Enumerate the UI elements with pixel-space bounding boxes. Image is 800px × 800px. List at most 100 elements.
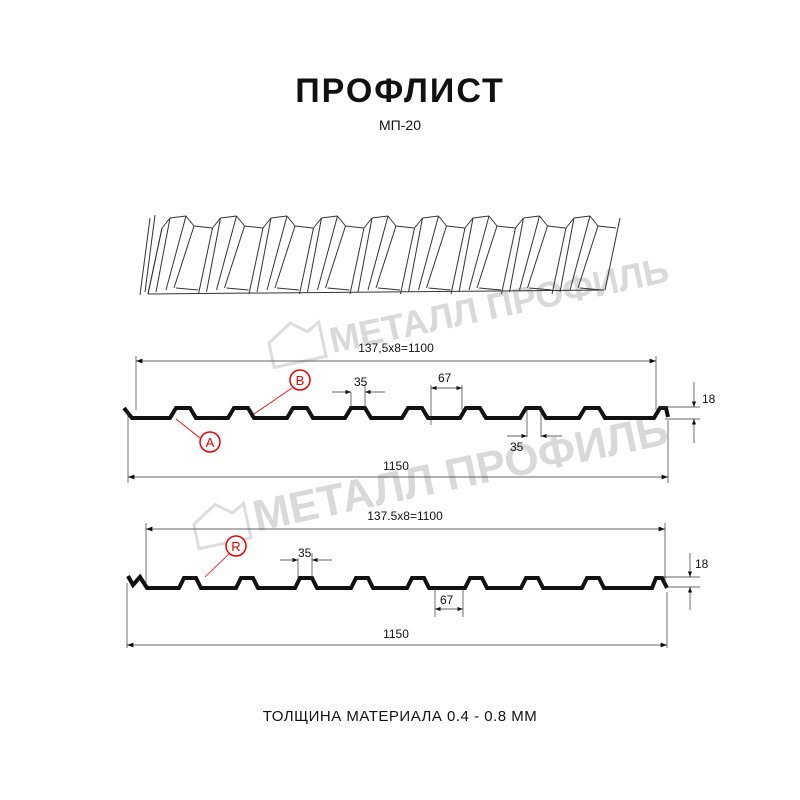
callout-a <box>199 431 221 453</box>
sheet-edge <box>569 215 591 291</box>
sheet-edge <box>161 217 171 229</box>
sheet-edge <box>501 227 516 295</box>
model-label: МП-20 <box>379 117 421 133</box>
sheet-edge <box>321 215 338 219</box>
profile-2-shape <box>126 573 669 590</box>
sheet-edge <box>565 217 575 229</box>
sheet-edge <box>377 287 401 291</box>
sheet-edge <box>216 215 237 291</box>
sheet-edge <box>414 217 423 229</box>
sheet-edge <box>408 217 423 293</box>
sheet-edge <box>589 215 599 227</box>
sheet-edge <box>270 215 288 219</box>
sheet-edge <box>236 215 245 227</box>
sheet-edge <box>464 217 474 229</box>
sheet-edge <box>212 217 221 229</box>
svg-text:67: 67 <box>440 593 454 607</box>
sheet-edge <box>276 287 300 291</box>
sheet-edge <box>173 225 195 289</box>
sheet-edge <box>206 217 221 293</box>
sheet-edge <box>395 225 415 229</box>
sheet-edge <box>488 215 498 227</box>
material-thickness-note: ТОЛЩИНА МАТЕРИАЛА 0.4 - 0.8 ММ <box>262 708 538 725</box>
sheet-edge <box>147 289 605 295</box>
sheet-edge <box>325 225 346 289</box>
sheet-edge <box>337 215 346 227</box>
sheet-edge <box>478 287 502 291</box>
sheet-edge <box>327 287 350 291</box>
sheet-edge <box>472 215 490 219</box>
sheet-edge <box>573 215 591 219</box>
sheet-edge <box>357 217 373 293</box>
profile-1-shape <box>122 406 670 420</box>
sheet-edge <box>527 225 548 289</box>
sheet-edge <box>577 225 599 289</box>
sheet-edge <box>529 287 552 291</box>
svg-text:35: 35 <box>510 440 524 454</box>
sheet-edge <box>198 227 213 295</box>
sheet-edge <box>438 215 447 227</box>
svg-text:A: A <box>206 435 215 450</box>
sheet-edge <box>294 225 314 229</box>
sheet-edge <box>169 215 187 219</box>
sheet-edge <box>220 215 237 219</box>
sheet-edge <box>256 217 272 293</box>
sheet-edge <box>226 287 249 291</box>
sheet-edge <box>193 225 213 229</box>
svg-text:35: 35 <box>298 546 312 560</box>
sheet-edge <box>559 217 575 293</box>
sheet-edge <box>450 227 466 295</box>
sheet-edge <box>426 225 447 289</box>
sheet-edge <box>446 225 465 229</box>
sheet-edge <box>266 215 288 291</box>
sheet-edge <box>244 225 263 229</box>
svg-text:137.5x8=1100: 137.5x8=1100 <box>367 509 443 523</box>
sheet-edge <box>515 217 524 229</box>
sheet-edge <box>248 227 264 295</box>
watermark-2: МЕТАЛЛ ПРОФИЛЬ <box>192 405 673 551</box>
sheet-edge <box>345 225 364 229</box>
svg-text:1150: 1150 <box>383 627 409 641</box>
sheet-edge <box>597 225 617 229</box>
sheet-edge <box>539 215 548 227</box>
sheet-edge <box>185 215 195 227</box>
profile-2: 137.5x8=1100 1150 35 67 18 R <box>126 509 709 648</box>
sheet-edge <box>509 217 524 293</box>
callout-r <box>225 535 247 557</box>
svg-text:18: 18 <box>702 392 716 406</box>
svg-text:1150: 1150 <box>383 459 409 473</box>
sheet-edge <box>458 217 474 293</box>
sheet-edge <box>496 225 516 229</box>
sheet-3d-view <box>139 214 621 296</box>
svg-text:18: 18 <box>695 557 709 571</box>
sheet-edge <box>274 225 296 289</box>
sheet-edge <box>147 227 163 295</box>
sheet-edge <box>349 227 365 295</box>
svg-text:35: 35 <box>354 375 368 389</box>
sheet-edge <box>387 215 397 227</box>
sheet-edge <box>418 215 439 291</box>
svg-text:137,5x8=1100: 137,5x8=1100 <box>358 341 434 355</box>
sheet-edge <box>286 215 296 227</box>
sheet-edge <box>155 217 171 293</box>
sheet-edge <box>367 215 389 291</box>
svg-text:R: R <box>231 539 240 554</box>
sheet-edge <box>224 225 245 289</box>
sheet-edge <box>428 287 451 291</box>
svg-text:67: 67 <box>438 371 452 385</box>
sheet-edge <box>551 227 567 295</box>
sheet-edge <box>371 215 389 219</box>
svg-text:МЕТАЛЛ ПРОФИЛЬ: МЕТАЛЛ ПРОФИЛЬ <box>249 405 673 541</box>
watermark-1: МЕТАЛЛ ПРОФИЛЬ <box>267 249 672 370</box>
sheet-edge <box>175 287 199 291</box>
sheet-edge <box>523 215 540 219</box>
sheet-edge <box>422 215 439 219</box>
sheet-edge <box>165 215 187 291</box>
callout-b <box>289 369 311 391</box>
svg-text:B: B <box>296 373 305 388</box>
sheet-edge <box>375 225 397 289</box>
sheet-edge <box>604 217 621 291</box>
sheet-edge <box>476 225 498 289</box>
